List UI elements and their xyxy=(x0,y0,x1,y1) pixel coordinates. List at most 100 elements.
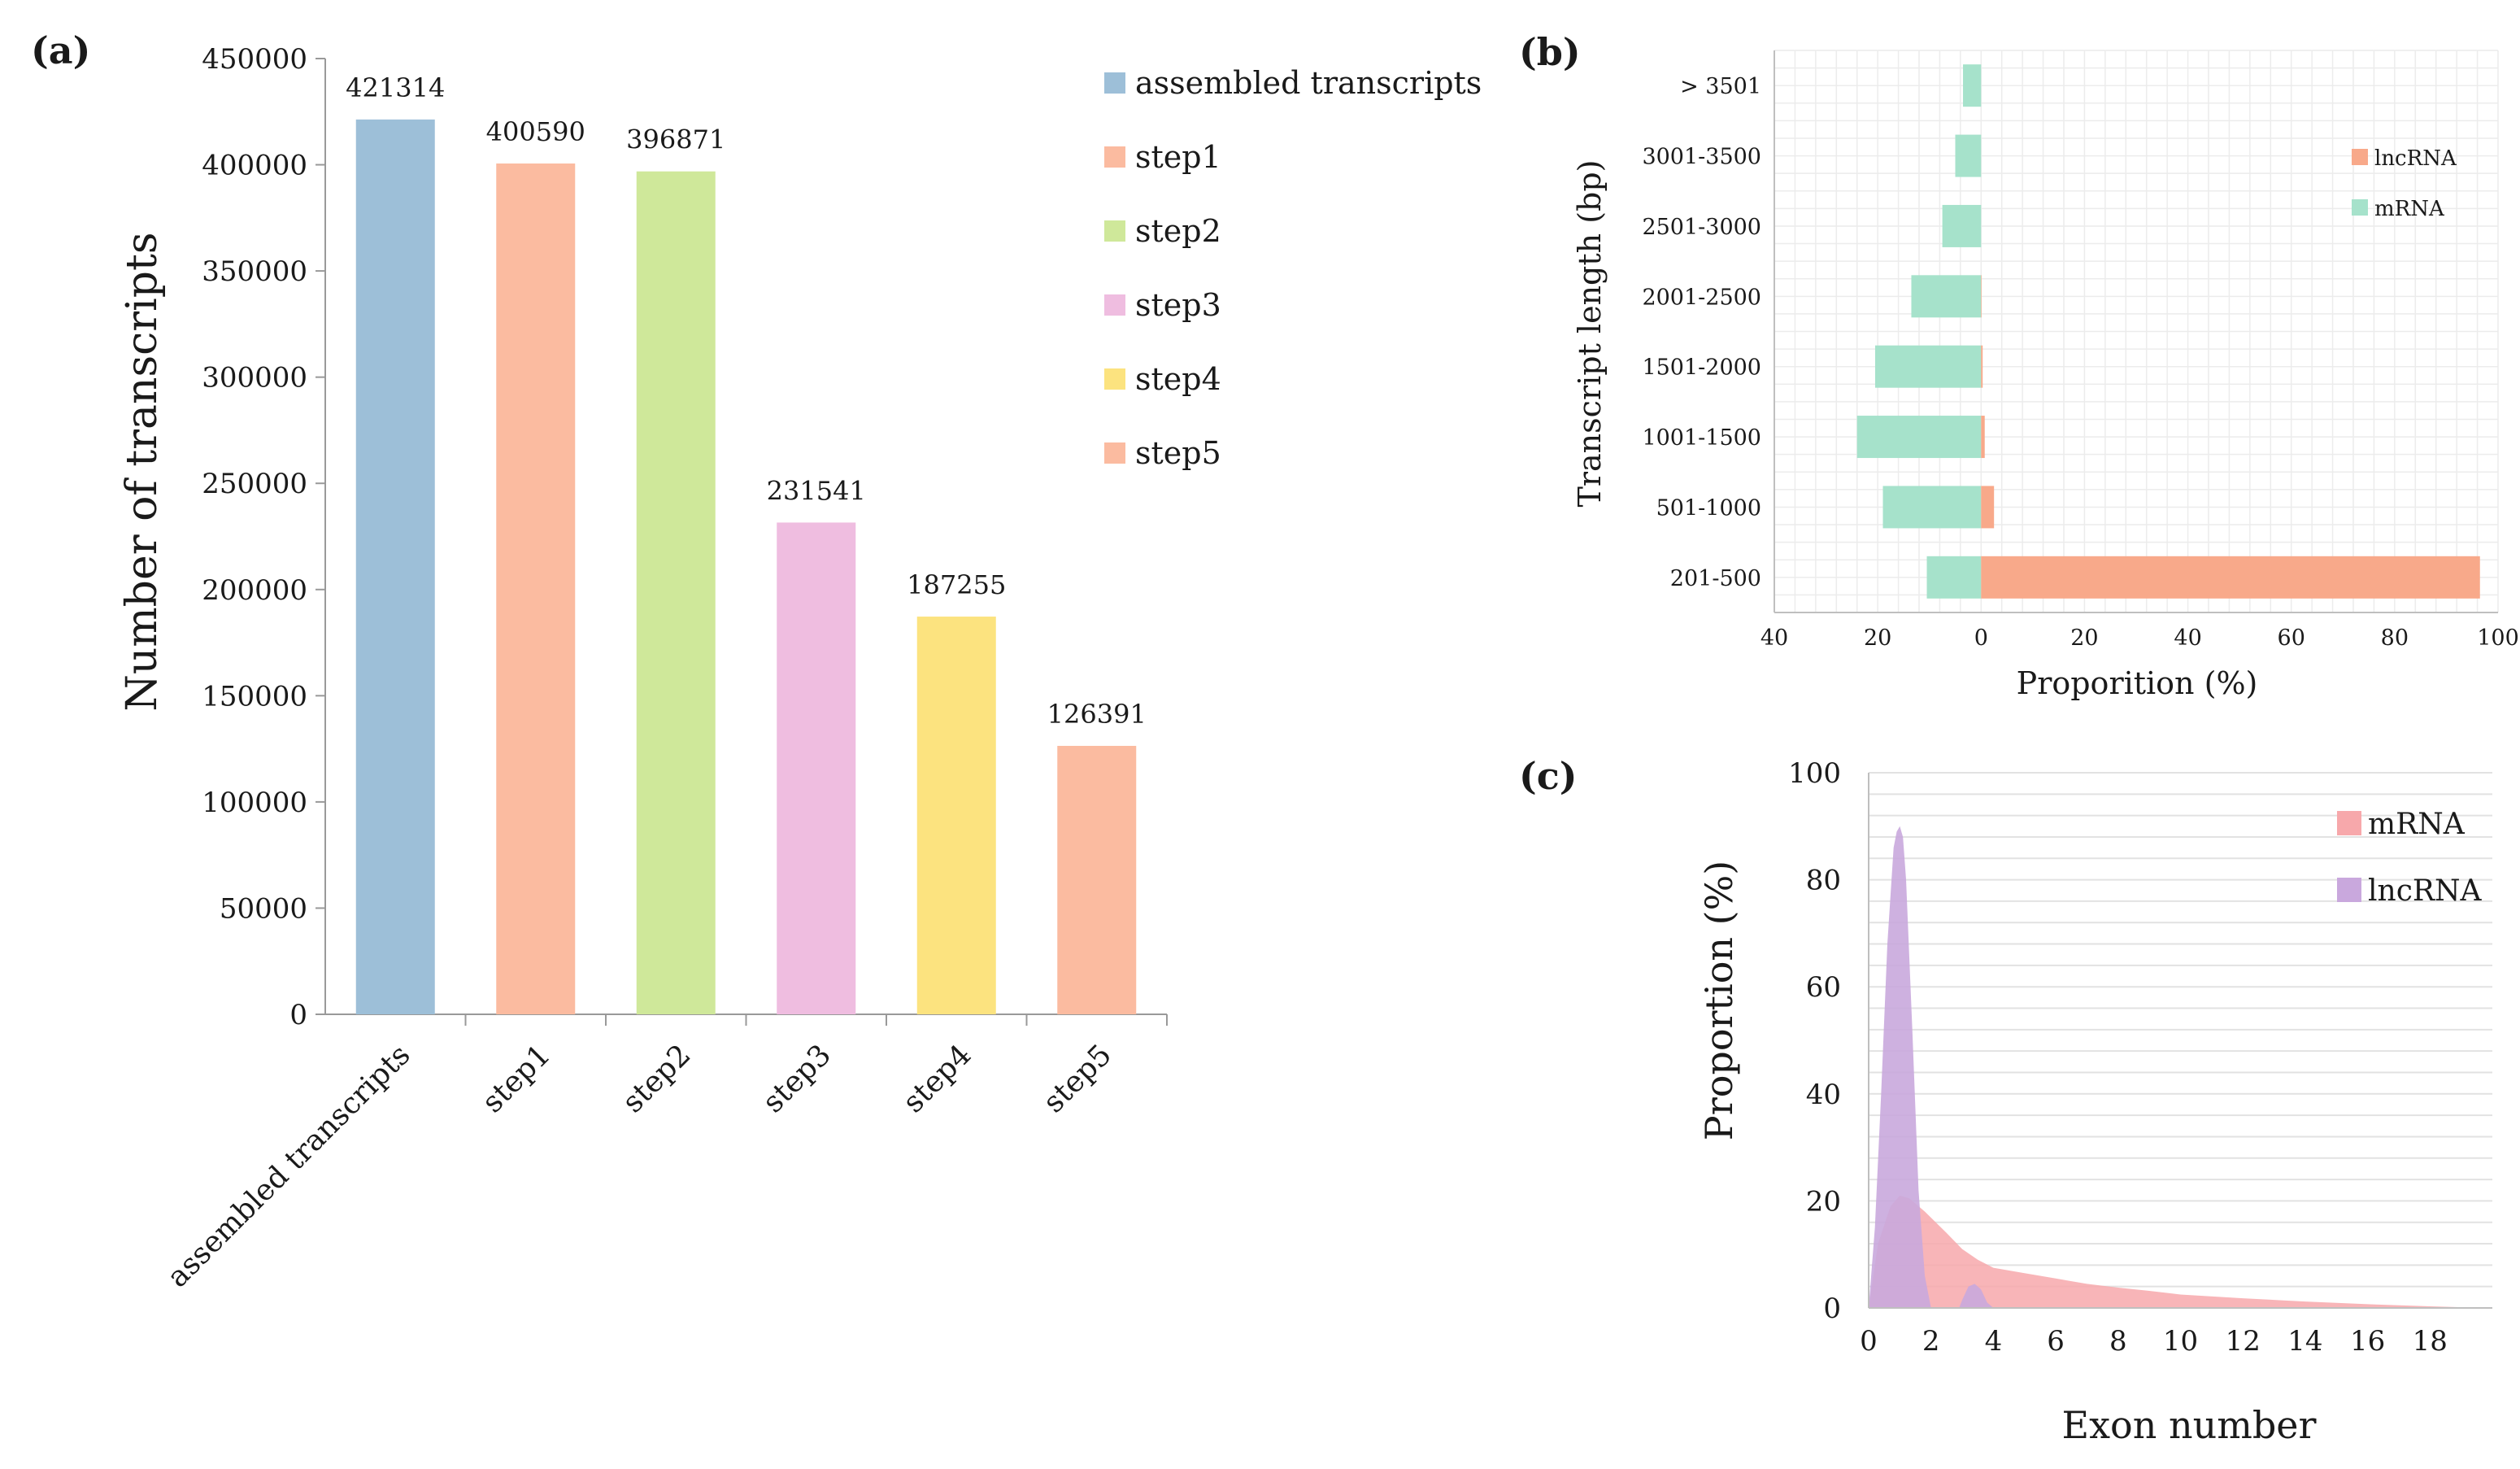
chart-b-bar-mrna xyxy=(1955,134,1982,177)
chart-b-x-tick-label: 60 xyxy=(2278,626,2305,651)
chart-c-y-axis-title: Proportion (%) xyxy=(1697,861,1741,1141)
chart-b-y-tick-label: 501-1000 xyxy=(1656,495,1761,521)
chart-c-x-tick-label: 8 xyxy=(2109,1325,2127,1358)
chart-c-y-tick-label: 100 xyxy=(1788,757,1841,790)
chart-a-bar-3 xyxy=(636,171,716,1015)
chart-b-bar-mrna xyxy=(1911,275,1982,318)
chart-b-y-tick-label: 3001-3500 xyxy=(1642,145,1761,170)
chart-c-y-tick-label: 0 xyxy=(1823,1292,1841,1325)
chart-a-y-tick-label: 250000 xyxy=(202,468,307,500)
chart-c-y-tick-label: 60 xyxy=(1806,971,1841,1004)
chart-b-bar-mrna xyxy=(1926,556,1982,599)
chart-b-x-tick-label: 40 xyxy=(2174,626,2201,651)
chart-c-y-tick-label: 80 xyxy=(1806,865,1841,897)
chart-a-data-label: 400590 xyxy=(486,116,585,147)
chart-a-x-category-label: assembled transcripts xyxy=(161,1038,417,1294)
panel-label-b: (b) xyxy=(1519,30,1581,74)
chart-a-y-tick-label: 0 xyxy=(289,999,307,1031)
chart-a-legend-label: assembled transcripts xyxy=(1135,65,1482,101)
chart-a-legend-label: step3 xyxy=(1135,287,1221,323)
chart-a-x-category-label: step3 xyxy=(756,1038,838,1119)
chart-a-x-category-label: step2 xyxy=(616,1038,698,1119)
chart-a-bar-1 xyxy=(355,119,435,1014)
chart-a-x-category-label: step1 xyxy=(476,1038,557,1119)
chart-c-area-lncrna xyxy=(1869,826,1994,1308)
chart-a-legend-swatch xyxy=(1104,294,1125,316)
chart-c-x-tick-label: 12 xyxy=(2226,1325,2261,1358)
chart-b-x-axis-title: Proporition (%) xyxy=(2017,665,2258,701)
chart-b-x-tick-label: 20 xyxy=(1864,626,1891,651)
chart-b-bar-lncrna xyxy=(1981,416,1985,459)
chart-b-bar-lncrna xyxy=(1981,275,1982,318)
chart-c-y-tick-label: 20 xyxy=(1806,1185,1841,1218)
chart-a-x-category-label: step5 xyxy=(1037,1038,1118,1119)
chart-b-x-tick-label: 100 xyxy=(2477,626,2519,651)
chart-a-data-label: 126391 xyxy=(1047,699,1147,730)
chart-c-x-tick-label: 16 xyxy=(2350,1325,2385,1358)
chart-b-x-tick-label: 20 xyxy=(2070,626,2098,651)
chart-b-bar-mrna xyxy=(1963,64,1982,107)
chart-a-legend-swatch xyxy=(1104,368,1125,390)
chart-a-legend-label: step1 xyxy=(1135,139,1221,175)
chart-c-x-tick-label: 10 xyxy=(2163,1325,2198,1358)
chart-b-y-axis-title: Transcript length (bp) xyxy=(1572,160,1608,508)
chart-a-legend-label: step4 xyxy=(1135,361,1221,397)
chart-a-legend-swatch xyxy=(1104,442,1125,464)
chart-a-data-label: 187255 xyxy=(907,569,1006,600)
chart-c-legend-swatch xyxy=(2337,811,2361,835)
chart-c-legend-swatch xyxy=(2337,878,2361,902)
chart-c-x-axis-title: Exon number xyxy=(2062,1403,2317,1447)
chart-a-y-tick-label: 200000 xyxy=(202,574,307,607)
chart-a-legend-swatch xyxy=(1104,220,1125,242)
chart-a-data-label: 396871 xyxy=(626,124,725,155)
chart-b-y-tick-label: > 3501 xyxy=(1680,74,1761,99)
chart-b-legend-swatch xyxy=(2352,149,2368,165)
chart-b-bar-lncrna xyxy=(1981,345,1983,388)
chart-b-x-tick-label: 40 xyxy=(1761,626,1788,651)
chart-a-y-tick-label: 350000 xyxy=(202,255,307,288)
chart-a-legend-swatch xyxy=(1104,146,1125,168)
chart-a-legend-label: step2 xyxy=(1135,213,1221,249)
chart-a-y-tick-label: 100000 xyxy=(202,787,307,819)
chart-a-y-tick-label: 400000 xyxy=(202,150,307,182)
chart-c-x-tick-label: 18 xyxy=(2413,1325,2448,1358)
chart-b-bar-mrna xyxy=(1874,345,1982,388)
chart-b-horizontal-bar: 201-500 501-1000 1001-1500 1501-2000 2001-25… xyxy=(1572,50,2519,701)
chart-b-x-tick-label: 0 xyxy=(1974,626,1988,651)
chart-a-bar-5 xyxy=(916,617,996,1014)
chart-a-bar: 0 50000 100000 150000 200000 250000 300000 3500… xyxy=(118,43,1482,1294)
chart-a-y-tick-label: 300000 xyxy=(202,362,307,394)
panel-label-c: (c) xyxy=(1519,754,1578,798)
chart-c-area-mrna xyxy=(1869,1195,2487,1308)
chart-a-y-tick-label: 150000 xyxy=(202,680,307,713)
chart-c-x-tick-label: 6 xyxy=(2047,1325,2065,1358)
chart-c-x-tick-label: 4 xyxy=(1985,1325,2003,1358)
chart-b-y-tick-label: 2001-2500 xyxy=(1642,285,1761,310)
chart-a-y-axis-title: Number of transcripts xyxy=(118,232,167,711)
chart-a-legend-swatch xyxy=(1104,72,1125,94)
chart-b-bar-mrna xyxy=(1882,486,1982,529)
chart-a-data-label: 421314 xyxy=(346,72,445,103)
chart-b-bar-lncrna xyxy=(1981,486,1995,529)
chart-b-bar-mrna xyxy=(1942,204,1982,247)
panel-label-a: (a) xyxy=(31,28,90,72)
chart-b-legend-swatch xyxy=(2352,199,2368,216)
chart-b-y-tick-label: 1001-1500 xyxy=(1642,425,1761,451)
chart-c-x-tick-label: 14 xyxy=(2287,1325,2322,1358)
chart-b-legend-label: lncRNA xyxy=(2374,146,2457,171)
chart-c-x-tick-label: 0 xyxy=(1860,1325,1878,1358)
chart-b-y-tick-label: 201-500 xyxy=(1670,566,1761,591)
chart-c-legend-label: mRNA xyxy=(2368,808,2466,841)
chart-b-x-tick-label: 80 xyxy=(2381,626,2409,651)
chart-b-y-tick-label: 2501-3000 xyxy=(1642,215,1761,240)
chart-b-bar-lncrna xyxy=(1981,556,2480,599)
chart-c-legend-label: lncRNA xyxy=(2368,874,2482,908)
chart-a-legend-label: step5 xyxy=(1135,435,1221,471)
chart-b-y-tick-label: 1501-2000 xyxy=(1642,355,1761,381)
chart-a-bar-4 xyxy=(777,522,856,1014)
chart-a-bar-6 xyxy=(1057,745,1137,1014)
chart-c-y-tick-label: 40 xyxy=(1806,1079,1841,1111)
chart-b-bar-mrna xyxy=(1856,416,1982,459)
chart-a-y-tick-label: 450000 xyxy=(202,43,307,76)
